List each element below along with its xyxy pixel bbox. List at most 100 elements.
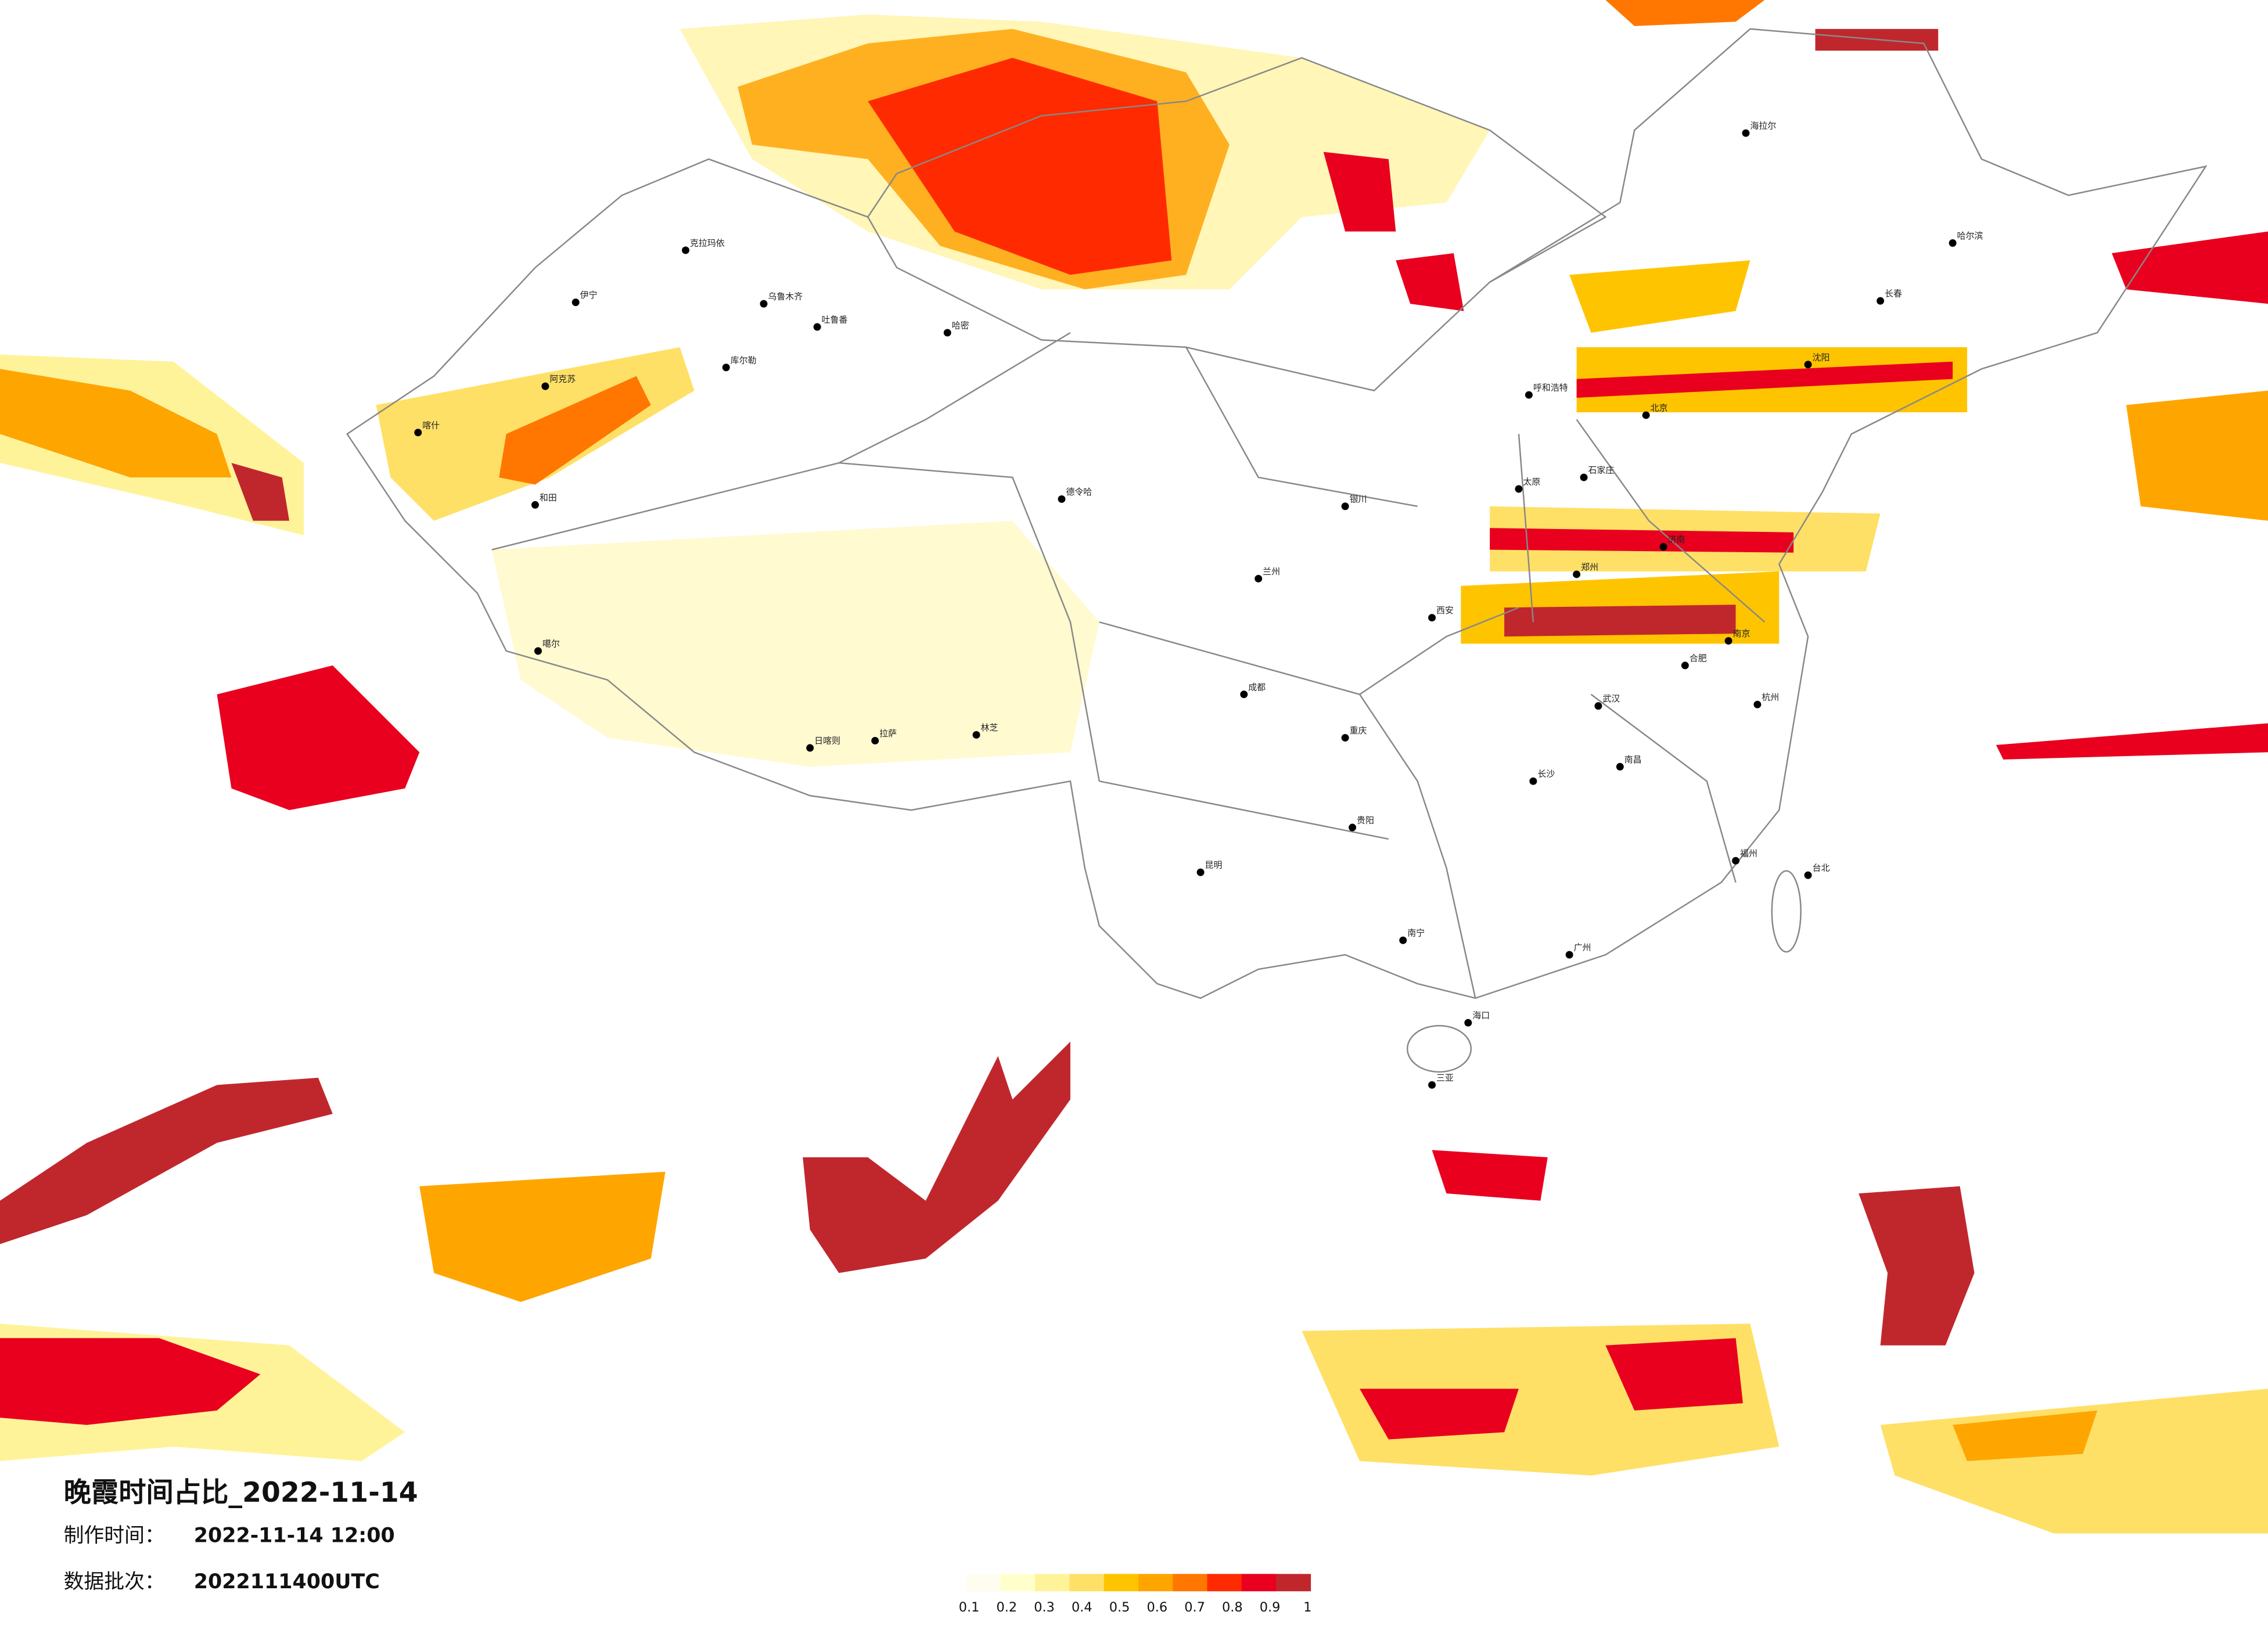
field-patch (499, 376, 651, 485)
city-dot (1804, 361, 1812, 369)
city-label: 南宁 (1407, 928, 1425, 938)
field-patch (1605, 1338, 1743, 1411)
city-label: 哈尔滨 (1957, 231, 1983, 241)
city-label: 北京 (1651, 402, 1668, 413)
field-patch (0, 369, 232, 478)
colorbar-tick-label: 0.4 (1072, 1600, 1092, 1615)
city-label: 林芝 (981, 722, 998, 733)
field-patch (868, 57, 1172, 275)
city-dot (1742, 129, 1750, 137)
city-label: 沈阳 (1813, 352, 1830, 362)
city-dot (1196, 868, 1205, 876)
city-dot (972, 731, 980, 739)
field-patch (1605, 0, 1765, 26)
city-dot (534, 647, 542, 655)
city-dot (1341, 733, 1349, 742)
city-label: 贵阳 (1357, 815, 1374, 825)
city-dot (1428, 1081, 1436, 1089)
field-patch (0, 1338, 261, 1425)
map-title: 晚霞时间占比_2022-11-14 (64, 1477, 418, 1509)
city-dot (1573, 570, 1581, 578)
city-label: 合肥 (1690, 653, 1707, 663)
city-dot (1594, 702, 1602, 710)
city-dot (1877, 297, 1885, 305)
city-dot (1341, 502, 1349, 510)
field-patch (1996, 723, 2268, 760)
field-patch (1880, 1388, 2268, 1534)
field-patch (1504, 605, 1736, 637)
city-label: 兰州 (1263, 566, 1280, 577)
city-dot (1681, 661, 1689, 670)
city-dot (1732, 857, 1739, 865)
field-patch (1576, 361, 1953, 398)
city-dot (1949, 239, 1957, 247)
colorbar-tick-label: 0.9 (1260, 1600, 1281, 1615)
city-label: 南京 (1733, 628, 1751, 639)
city-label: 台北 (1813, 863, 1830, 873)
city-label: 太原 (1523, 477, 1540, 487)
city-dot (1515, 485, 1523, 493)
field-patch (2112, 231, 2268, 304)
colorbar-bin (1069, 1574, 1105, 1592)
colorbar-bin (1138, 1574, 1173, 1592)
info-value: 2022-11-14 12:00 (194, 1524, 395, 1548)
city-dot (681, 246, 689, 254)
hainan (1406, 1024, 1472, 1073)
colorbar-bin (966, 1574, 1001, 1592)
city-label: 呼和浩特 (1533, 383, 1568, 393)
city-dot (1399, 936, 1407, 944)
city-dot (1240, 690, 1248, 699)
colorbar-tick-label: 0.1 (959, 1600, 980, 1615)
field-patch (491, 520, 1099, 767)
city-label: 石家庄 (1588, 465, 1614, 476)
city-label: 拉萨 (879, 728, 897, 739)
city-label: 阿克苏 (549, 374, 576, 384)
city-dot (806, 744, 814, 752)
city-label: 噶尔 (542, 639, 560, 649)
field-patch (1360, 1388, 1519, 1440)
city-dot (1616, 762, 1624, 771)
city-dot (531, 501, 539, 509)
city-label: 海拉尔 (1750, 121, 1776, 131)
city-label: 济南 (1667, 534, 1685, 545)
city-label: 广州 (1574, 942, 1591, 953)
city-label: 德令哈 (1066, 487, 1092, 497)
city-dot (1642, 411, 1650, 419)
city-dot (1464, 1019, 1472, 1027)
colorbar-bin (1000, 1574, 1036, 1592)
field-patch (803, 1041, 1070, 1274)
city-dot (943, 329, 951, 337)
city-label: 长沙 (1537, 769, 1555, 779)
city-dot (1428, 614, 1436, 622)
city-label: 克拉玛依 (690, 238, 725, 248)
city-label: 伊宁 (580, 290, 598, 300)
colorbar-tick-label: 0.5 (1109, 1600, 1130, 1615)
city-label: 西安 (1436, 605, 1454, 616)
city-dot (541, 382, 549, 390)
field-patch (0, 1077, 333, 1244)
city-label: 喀什 (422, 420, 440, 430)
field-patch (231, 463, 290, 521)
field-patch (217, 665, 420, 811)
city-dot (1565, 951, 1573, 959)
province-border (491, 332, 1766, 999)
colorbar-tick-label: 0.2 (997, 1600, 1018, 1615)
colorbar-bin (1104, 1574, 1139, 1592)
city-label: 海口 (1472, 1010, 1490, 1021)
colorbar-tick-label: 0.6 (1147, 1600, 1168, 1615)
taiwan (1771, 870, 1802, 953)
city-label: 南昌 (1624, 754, 1642, 765)
city-dot (1525, 391, 1533, 399)
city-dot (722, 364, 730, 372)
city-label: 长春 (1885, 289, 1902, 299)
field-patch (1490, 528, 1794, 553)
city-label: 昆明 (1205, 860, 1223, 870)
colorbar-tick-label: 0.8 (1222, 1600, 1243, 1615)
colorbar-tick-label: 0.3 (1034, 1600, 1055, 1615)
city-label: 杭州 (1762, 692, 1779, 703)
colorbar-tick-label: 1 (1303, 1600, 1311, 1615)
city-dot (1255, 574, 1263, 582)
